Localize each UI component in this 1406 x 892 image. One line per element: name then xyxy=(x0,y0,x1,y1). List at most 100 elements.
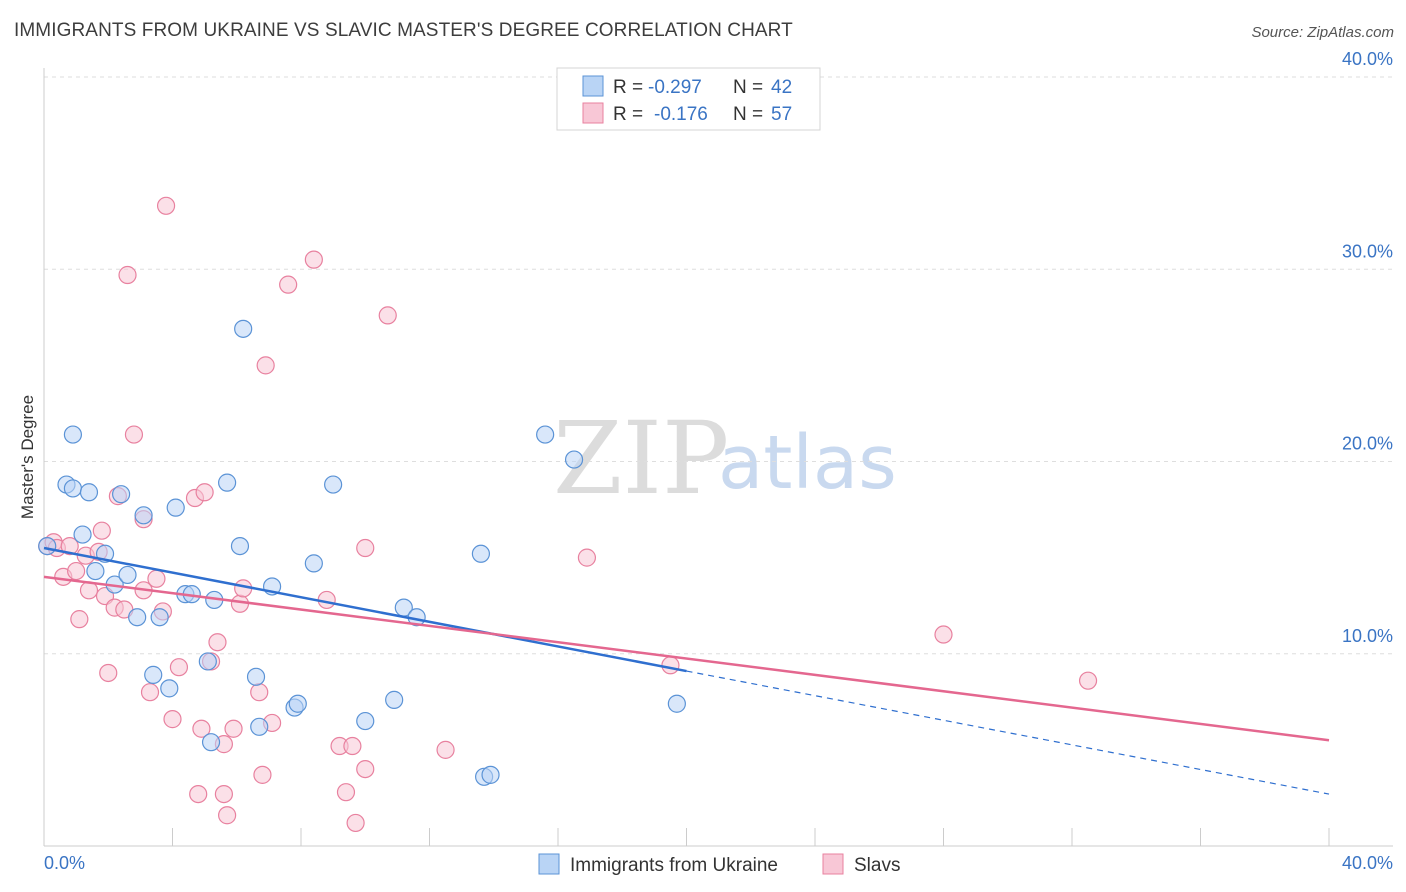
slavs-point xyxy=(118,265,137,285)
slavs-point xyxy=(192,719,211,738)
slavs-point xyxy=(250,683,269,702)
ukraine-point xyxy=(201,733,221,752)
ukraine-point xyxy=(128,608,147,627)
source-label: Source: ZipAtlas.com xyxy=(1251,24,1394,41)
chart-title: IMMIGRANTS FROM UKRAINE VS SLAVIC MASTER… xyxy=(14,20,793,41)
trend-line-slavs xyxy=(43,575,1330,742)
x-tick-label-max: 40.0% xyxy=(1342,853,1393,873)
ukraine-point xyxy=(234,319,253,338)
slavs-point xyxy=(147,569,166,588)
slavs-point xyxy=(1078,671,1098,690)
trend-line-ukraine xyxy=(43,546,687,673)
x-tick-marks xyxy=(43,828,1330,846)
stats-legend: R = -0.297 N = 42 R = -0.176 N = 57 xyxy=(556,67,821,131)
ukraine-point xyxy=(63,479,83,498)
ukraine-point xyxy=(250,717,269,736)
slavs-point xyxy=(92,521,111,540)
slavs-point xyxy=(661,656,680,675)
slavs-point xyxy=(163,710,182,729)
bottom-legend-label-slavs: Slavs xyxy=(854,855,900,876)
y-axis-label: Master's Degree xyxy=(18,395,37,519)
ukraine-point xyxy=(471,544,490,563)
ukraine-point xyxy=(667,694,686,713)
slavs-point xyxy=(346,813,365,833)
slavs-point xyxy=(189,784,208,804)
slavs-point xyxy=(343,736,362,756)
series-ukraine-points xyxy=(38,319,686,786)
ukraine-point xyxy=(304,554,323,573)
legend-swatch-ukraine xyxy=(582,75,604,97)
slavs-point xyxy=(169,658,189,677)
series-legend: Immigrants from Ukraine Slavs xyxy=(538,853,900,876)
slavs-point xyxy=(378,306,397,325)
y-tick-label: 40.0% xyxy=(1342,49,1393,69)
slavs-point xyxy=(336,783,356,802)
ukraine-point xyxy=(134,506,153,525)
legend-r-value-ukraine: -0.297 xyxy=(648,77,702,98)
ukraine-point xyxy=(324,475,343,494)
slavs-point xyxy=(224,719,243,738)
legend-r-value-slavs: -0.176 xyxy=(654,104,708,125)
slavs-point xyxy=(70,610,89,629)
ukraine-point xyxy=(481,765,500,784)
ukraine-point xyxy=(385,690,404,709)
legend-r-label-slavs: R = xyxy=(613,104,643,125)
ukraine-point xyxy=(79,483,99,502)
ukraine-point xyxy=(160,679,179,698)
ukraine-point xyxy=(246,667,266,686)
slavs-point xyxy=(436,740,455,759)
slavs-point xyxy=(253,765,272,784)
slavs-point xyxy=(356,538,375,558)
ukraine-point xyxy=(73,525,92,544)
ukraine-point xyxy=(111,485,131,504)
ukraine-point xyxy=(150,608,169,627)
slavs-point xyxy=(140,683,160,702)
slavs-point xyxy=(156,196,176,215)
ukraine-point xyxy=(144,665,163,684)
bottom-legend-swatch-ukraine xyxy=(538,853,560,875)
slavs-point xyxy=(99,663,118,683)
slavs-point xyxy=(67,561,86,581)
legend-n-value-ukraine: 42 xyxy=(771,77,792,98)
ukraine-point xyxy=(288,694,307,713)
ukraine-point xyxy=(230,536,250,556)
legend-n-value-slavs: 57 xyxy=(771,104,792,125)
y-tick-label: 30.0% xyxy=(1342,241,1393,261)
y-tick-label: 20.0% xyxy=(1342,434,1393,454)
legend-swatch-slavs xyxy=(582,102,604,124)
slavs-point xyxy=(214,784,233,804)
ukraine-point xyxy=(536,425,555,444)
legend-r-label-ukraine: R = xyxy=(613,77,643,98)
ukraine-point xyxy=(356,711,375,731)
slavs-point xyxy=(195,483,214,502)
trend-lines xyxy=(43,546,1330,795)
ukraine-point xyxy=(38,536,57,556)
slavs-point xyxy=(934,625,953,644)
trend-line-ukraine-extrapolated xyxy=(686,670,1330,795)
watermark-atlas: atlas xyxy=(718,420,897,506)
slavs-point xyxy=(356,759,375,779)
y-tick-label: 10.0% xyxy=(1342,626,1393,646)
slavs-point xyxy=(218,806,237,825)
ukraine-point xyxy=(86,561,105,581)
slavs-point xyxy=(279,275,298,294)
ukraine-point xyxy=(218,473,237,492)
bottom-legend-swatch-slavs xyxy=(822,853,844,875)
ukraine-point xyxy=(166,498,185,517)
ukraine-point xyxy=(63,425,83,444)
slavs-point xyxy=(208,633,227,652)
ukraine-point xyxy=(564,450,584,469)
ukraine-point xyxy=(198,652,217,671)
slavs-point xyxy=(60,536,79,556)
slavs-point xyxy=(304,250,323,269)
bottom-legend-label-ukraine: Immigrants from Ukraine xyxy=(570,855,778,876)
ukraine-point xyxy=(118,565,137,585)
legend-n-label-slavs: N = xyxy=(733,104,763,125)
slavs-point xyxy=(577,548,597,567)
y-tick-labels: 10.0% 20.0% 30.0% 40.0% xyxy=(1342,49,1393,646)
legend-n-label-ukraine: N = xyxy=(733,77,763,98)
slavs-point xyxy=(124,425,144,444)
x-tick-label-min: 0.0% xyxy=(44,853,85,873)
gridlines xyxy=(44,76,1393,655)
